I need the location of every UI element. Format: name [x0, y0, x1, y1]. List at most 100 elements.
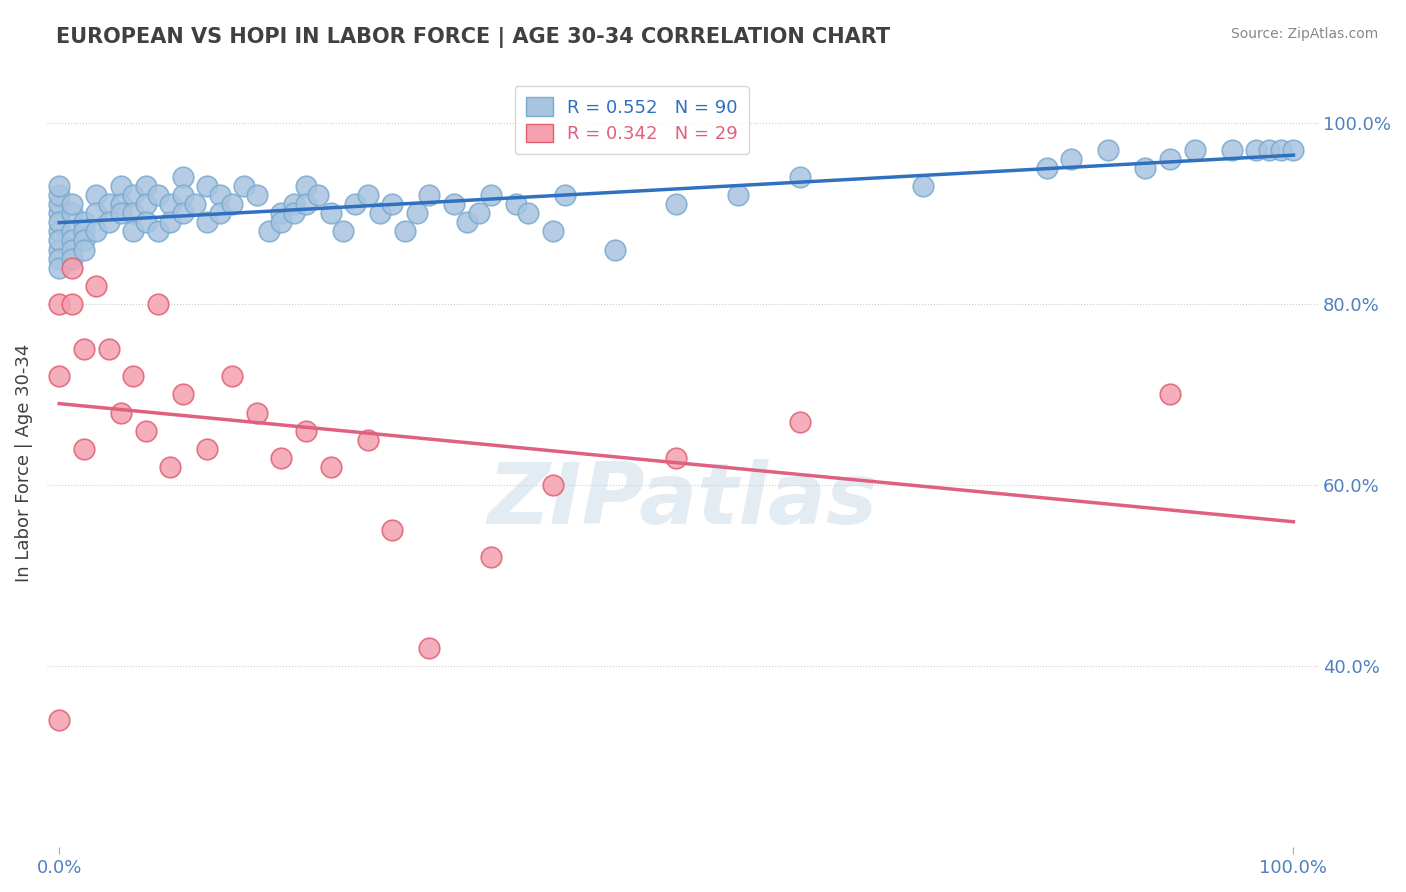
Text: EUROPEAN VS HOPI IN LABOR FORCE | AGE 30-34 CORRELATION CHART: EUROPEAN VS HOPI IN LABOR FORCE | AGE 30…	[56, 27, 890, 48]
Point	[357, 188, 380, 202]
Point	[283, 206, 305, 220]
Point	[60, 243, 83, 257]
Point	[110, 405, 132, 419]
Point	[221, 197, 243, 211]
Point	[1060, 152, 1083, 166]
Point	[505, 197, 527, 211]
Point	[73, 234, 96, 248]
Point	[48, 224, 70, 238]
Point	[48, 234, 70, 248]
Point	[159, 459, 181, 474]
Point	[381, 197, 404, 211]
Point	[270, 206, 292, 220]
Point	[1159, 152, 1181, 166]
Point	[48, 252, 70, 266]
Point	[246, 188, 269, 202]
Point	[381, 523, 404, 537]
Point	[541, 478, 564, 492]
Point	[1159, 387, 1181, 401]
Point	[110, 206, 132, 220]
Point	[195, 179, 218, 194]
Point	[110, 197, 132, 211]
Point	[172, 387, 194, 401]
Point	[172, 206, 194, 220]
Point	[1270, 143, 1292, 157]
Point	[60, 297, 83, 311]
Point	[789, 169, 811, 184]
Point	[1097, 143, 1119, 157]
Point	[418, 188, 440, 202]
Point	[48, 215, 70, 229]
Text: ZIPatlas: ZIPatlas	[488, 459, 877, 542]
Point	[48, 260, 70, 275]
Point	[319, 459, 342, 474]
Point	[295, 179, 318, 194]
Point	[73, 215, 96, 229]
Point	[97, 342, 120, 356]
Point	[270, 215, 292, 229]
Point	[479, 188, 502, 202]
Point	[97, 215, 120, 229]
Point	[233, 179, 256, 194]
Point	[727, 188, 749, 202]
Point	[246, 405, 269, 419]
Point	[208, 206, 231, 220]
Point	[295, 197, 318, 211]
Point	[159, 215, 181, 229]
Y-axis label: In Labor Force | Age 30-34: In Labor Force | Age 30-34	[15, 343, 32, 582]
Point	[84, 206, 107, 220]
Point	[48, 714, 70, 728]
Point	[270, 450, 292, 465]
Point	[195, 215, 218, 229]
Point	[48, 179, 70, 194]
Point	[283, 197, 305, 211]
Point	[912, 179, 935, 194]
Point	[368, 206, 391, 220]
Point	[456, 215, 478, 229]
Point	[84, 224, 107, 238]
Legend: R = 0.552   N = 90, R = 0.342   N = 29: R = 0.552 N = 90, R = 0.342 N = 29	[515, 87, 748, 154]
Point	[332, 224, 354, 238]
Point	[1184, 143, 1206, 157]
Point	[159, 197, 181, 211]
Point	[1246, 143, 1268, 157]
Point	[1135, 161, 1157, 175]
Point	[122, 369, 145, 384]
Text: Source: ZipAtlas.com: Source: ZipAtlas.com	[1230, 27, 1378, 41]
Point	[418, 640, 440, 655]
Point	[73, 342, 96, 356]
Point	[172, 188, 194, 202]
Point	[1220, 143, 1243, 157]
Point	[110, 179, 132, 194]
Point	[517, 206, 540, 220]
Point	[295, 424, 318, 438]
Point	[135, 197, 157, 211]
Point	[122, 224, 145, 238]
Point	[97, 197, 120, 211]
Point	[60, 224, 83, 238]
Point	[406, 206, 429, 220]
Point	[479, 550, 502, 565]
Point	[208, 188, 231, 202]
Point	[48, 297, 70, 311]
Point	[84, 188, 107, 202]
Point	[146, 297, 169, 311]
Point	[184, 197, 207, 211]
Point	[135, 215, 157, 229]
Point	[73, 243, 96, 257]
Point	[665, 197, 688, 211]
Point	[60, 252, 83, 266]
Point	[135, 179, 157, 194]
Point	[307, 188, 329, 202]
Point	[221, 369, 243, 384]
Point	[60, 206, 83, 220]
Point	[665, 450, 688, 465]
Point	[122, 206, 145, 220]
Point	[48, 206, 70, 220]
Point	[172, 169, 194, 184]
Point	[60, 234, 83, 248]
Point	[73, 442, 96, 456]
Point	[48, 188, 70, 202]
Point	[122, 188, 145, 202]
Point	[60, 197, 83, 211]
